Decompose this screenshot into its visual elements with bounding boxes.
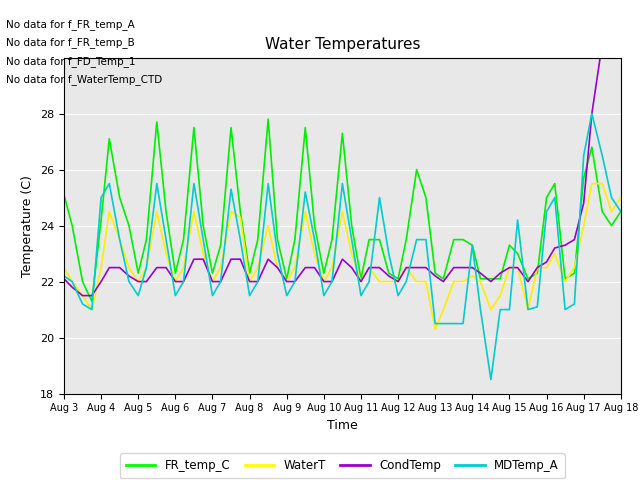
Text: No data for f_FR_temp_B: No data for f_FR_temp_B [6, 37, 135, 48]
Y-axis label: Temperature (C): Temperature (C) [22, 175, 35, 276]
Text: No data for f_FD_Temp_1: No data for f_FD_Temp_1 [6, 56, 136, 67]
Title: Water Temperatures: Water Temperatures [265, 37, 420, 52]
Text: No data for f_FR_temp_A: No data for f_FR_temp_A [6, 19, 135, 30]
X-axis label: Time: Time [327, 419, 358, 432]
Legend: FR_temp_C, WaterT, CondTemp, MDTemp_A: FR_temp_C, WaterT, CondTemp, MDTemp_A [120, 453, 564, 478]
Text: No data for f_WaterTemp_CTD: No data for f_WaterTemp_CTD [6, 74, 163, 85]
